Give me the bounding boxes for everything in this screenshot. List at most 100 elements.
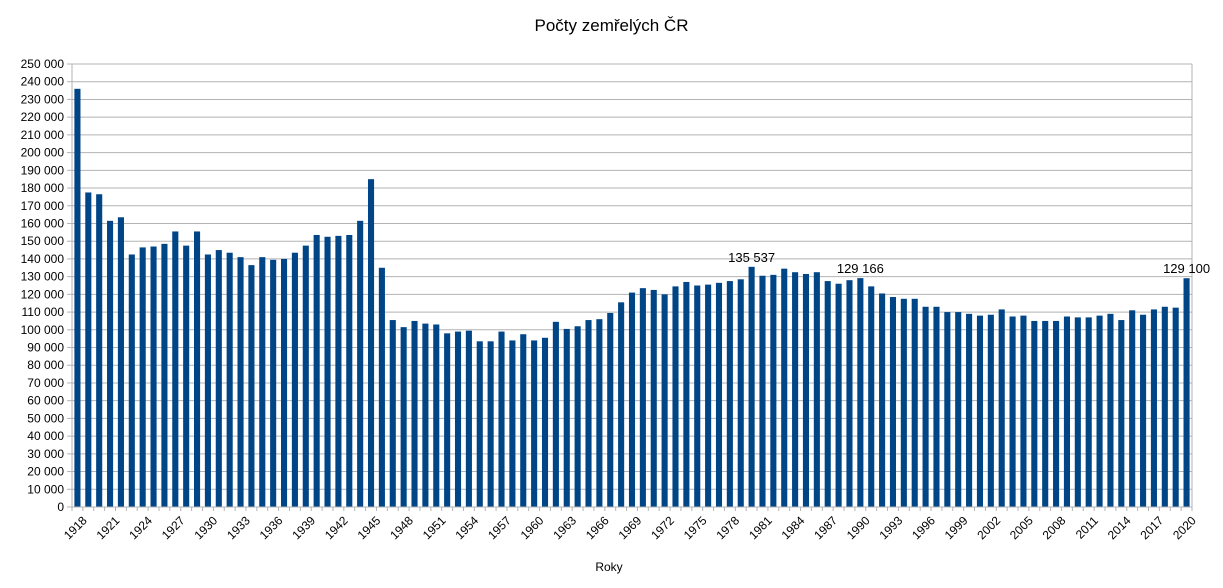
bar <box>476 341 483 507</box>
bar <box>1140 314 1147 507</box>
bar <box>498 331 505 507</box>
bar <box>1085 317 1092 507</box>
y-tick-label: 110 000 <box>22 305 65 319</box>
bar <box>846 280 853 507</box>
bar <box>1063 316 1070 507</box>
x-tick-label: 1969 <box>616 513 645 542</box>
x-tick-label: 1918 <box>61 513 90 542</box>
y-tick-label: 200 000 <box>21 146 65 160</box>
bar <box>879 293 886 507</box>
bar <box>726 281 733 507</box>
data-label: 135 537 <box>728 250 775 265</box>
bar <box>248 265 255 507</box>
x-tick-label: 1936 <box>257 513 286 542</box>
bar <box>596 319 603 507</box>
bar <box>1009 316 1016 507</box>
bar <box>976 315 984 507</box>
bar <box>585 320 592 507</box>
y-tick-label: 230 000 <box>21 92 65 106</box>
data-label: 129 166 <box>837 261 884 276</box>
bar <box>454 331 462 507</box>
y-tick-label: 190 000 <box>21 163 65 177</box>
y-tick-label: 30 000 <box>27 447 64 461</box>
bar <box>1172 307 1179 507</box>
bar <box>628 292 636 507</box>
bar <box>270 259 277 507</box>
bar <box>291 252 298 507</box>
bar <box>824 281 831 507</box>
bar <box>367 179 375 507</box>
bar <box>715 282 723 507</box>
x-tick-label: 1966 <box>583 513 612 542</box>
x-tick-label: 2008 <box>1040 513 1069 542</box>
x-tick-label: 1996 <box>909 513 938 542</box>
y-tick-label: 60 000 <box>27 394 64 408</box>
bar <box>531 340 538 507</box>
y-tick-label: 40 000 <box>27 429 64 443</box>
y-tick-label: 80 000 <box>27 358 64 372</box>
x-tick-label: 1957 <box>485 513 514 542</box>
x-tick-label: 1993 <box>877 513 906 542</box>
x-tick-label: 1990 <box>844 513 873 542</box>
bar <box>422 323 429 507</box>
data-label: 129 100 <box>1163 261 1210 276</box>
bar <box>96 194 103 507</box>
bar <box>237 257 244 507</box>
bar <box>639 288 646 507</box>
x-tick-label: 2002 <box>974 513 1003 542</box>
bar <box>672 286 679 507</box>
bar <box>889 297 897 507</box>
bar <box>1020 315 1027 507</box>
y-tick-label: 150 000 <box>21 234 65 248</box>
bar <box>868 286 875 507</box>
bar <box>161 243 168 507</box>
bar <box>1096 315 1103 507</box>
x-axis-title: Roky <box>595 560 623 574</box>
bar <box>302 245 309 507</box>
x-tick-label: 1927 <box>159 513 188 542</box>
x-tick-label: 1948 <box>387 513 416 542</box>
y-tick-label: 100 000 <box>21 323 65 337</box>
x-tick-label: 2017 <box>1138 513 1167 542</box>
y-tick-label: 120 000 <box>21 287 65 301</box>
bar <box>541 337 549 507</box>
bar <box>74 88 81 508</box>
x-tick-label: 1981 <box>746 513 775 542</box>
bar <box>444 333 451 507</box>
bar <box>215 250 222 507</box>
bar <box>770 274 777 507</box>
x-tick-label: 2014 <box>1105 513 1134 542</box>
bar <box>204 254 211 507</box>
y-tick-label: 160 000 <box>21 216 65 230</box>
bar <box>966 313 973 507</box>
bar <box>1042 320 1049 507</box>
bar <box>835 283 842 507</box>
x-tick-label: 1984 <box>779 513 808 542</box>
x-tick-label: 1999 <box>942 513 971 542</box>
bar <box>346 234 353 508</box>
bar <box>1053 320 1060 507</box>
bar <box>324 236 331 507</box>
x-tick-label: 1954 <box>452 513 481 542</box>
y-tick-label: 20 000 <box>27 465 64 479</box>
bar <box>998 309 1005 507</box>
bar <box>487 341 494 507</box>
bar <box>857 278 864 507</box>
x-tick-label: 1987 <box>811 513 840 542</box>
bar <box>117 217 124 507</box>
bar <box>748 266 755 507</box>
y-tick-label: 10 000 <box>27 482 64 496</box>
bar <box>172 231 179 508</box>
bar <box>1107 313 1114 507</box>
y-tick-label: 50 000 <box>27 411 64 425</box>
bar <box>378 267 385 507</box>
x-tick-label: 1963 <box>550 513 579 542</box>
bar <box>781 268 788 507</box>
bar <box>1150 309 1157 507</box>
x-tick-label: 1960 <box>518 513 547 542</box>
x-tick-label: 2005 <box>1007 513 1036 542</box>
bar <box>509 340 516 507</box>
bar <box>618 302 625 507</box>
bar <box>705 284 712 507</box>
bar <box>433 324 440 507</box>
